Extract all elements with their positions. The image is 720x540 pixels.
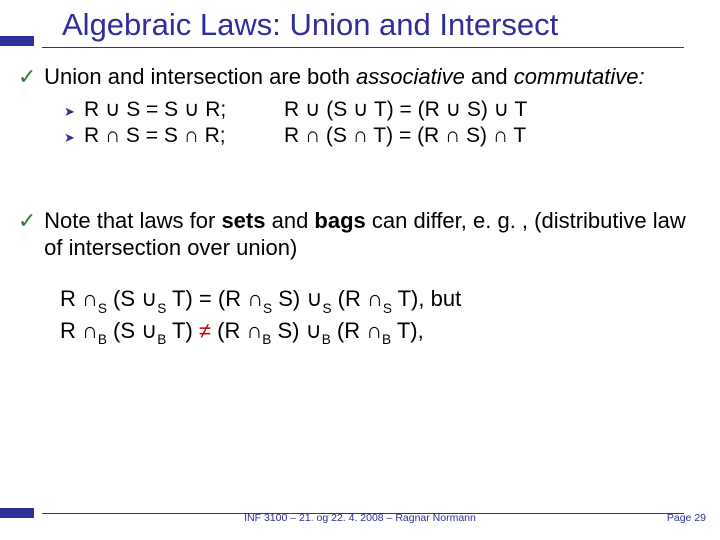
footer-center-text: INF 3100 – 21. og 22. 4. 2008 – Ragnar N… [0, 512, 720, 524]
t: (R ∩ [211, 318, 262, 343]
sub: S [322, 301, 331, 316]
commutative-union: R ∪ S = S ∪ R; [84, 97, 284, 122]
sub-row-2: ➤ R ∩ S = S ∩ R; R ∩ (S ∩ T) = (R ∩ S) ∩… [64, 124, 702, 148]
sub: B [157, 332, 166, 347]
sub: S [263, 301, 272, 316]
t: (R ∩ [332, 286, 383, 311]
sub: B [322, 332, 331, 347]
sub: B [382, 332, 391, 347]
t: T) = (R ∩ [166, 286, 263, 311]
sub-bullets: ➤ R ∪ S = S ∪ R; R ∪ (S ∪ T) = (R ∪ S) ∪… [64, 97, 702, 148]
sub-row-1: ➤ R ∪ S = S ∪ R; R ∪ (S ∪ T) = (R ∪ S) ∪… [64, 97, 702, 122]
bullet-2: ✓ Note that laws for sets and bags can d… [18, 208, 702, 262]
b: sets [221, 208, 265, 233]
slide-body: ✓ Union and intersection are both associ… [18, 64, 702, 348]
eq-line-2: R ∩B (S ∪B T) ≠ (R ∩B S) ∪B (R ∩B T), [60, 317, 702, 348]
slide: Algebraic Laws: Union and Intersect ✓ Un… [0, 0, 720, 540]
footer-page-number: Page 29 [667, 512, 706, 524]
t: Union and intersection are both [44, 64, 356, 89]
commutative-intersect: R ∩ S = S ∩ R; [84, 124, 284, 148]
sub: B [98, 332, 107, 347]
t: S) ∪ [271, 318, 321, 343]
t: and [265, 208, 314, 233]
bullet-2-text: Note that laws for sets and bags can dif… [44, 208, 694, 262]
t: (S ∪ [107, 318, 157, 343]
sub: S [98, 301, 107, 316]
sub: S [157, 301, 166, 316]
b: bags [314, 208, 365, 233]
em: associative [356, 64, 465, 89]
slide-title: Algebraic Laws: Union and Intersect [62, 6, 558, 43]
sub: B [262, 332, 271, 347]
t: S) ∪ [272, 286, 322, 311]
title-rule [42, 47, 684, 48]
chevron-icon: ➤ [64, 104, 84, 120]
t: R ∩ [60, 286, 98, 311]
neq: ≠ [199, 318, 211, 343]
chevron-icon: ➤ [64, 130, 84, 146]
associative-union: R ∪ (S ∪ T) = (R ∪ S) ∪ T [284, 97, 702, 122]
bullet-1-text: Union and intersection are both associat… [44, 64, 694, 91]
check-icon: ✓ [18, 64, 38, 90]
t: T), [391, 318, 424, 343]
t: Note that laws for [44, 208, 221, 233]
bullet-1: ✓ Union and intersection are both associ… [18, 64, 702, 91]
t: T) [166, 318, 199, 343]
t: (S ∪ [107, 286, 157, 311]
title-accent-bar [0, 36, 34, 46]
t: and [465, 64, 514, 89]
em: commutative: [514, 64, 645, 89]
sub: S [383, 301, 392, 316]
check-icon: ✓ [18, 208, 38, 234]
t: R ∩ [60, 318, 98, 343]
t: T), but [392, 286, 461, 311]
associative-intersect: R ∩ (S ∩ T) = (R ∩ S) ∩ T [284, 124, 702, 148]
t: (R ∩ [331, 318, 382, 343]
eq-line-1: R ∩S (S ∪S T) = (R ∩S S) ∪S (R ∩S T), bu… [60, 285, 702, 316]
equations: R ∩S (S ∪S T) = (R ∩S S) ∪S (R ∩S T), bu… [60, 285, 702, 347]
